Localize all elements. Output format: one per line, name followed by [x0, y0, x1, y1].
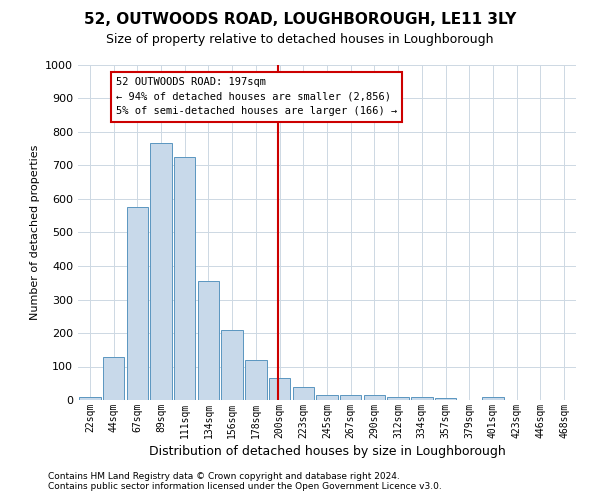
X-axis label: Distribution of detached houses by size in Loughborough: Distribution of detached houses by size … [149, 445, 505, 458]
Text: 52, OUTWOODS ROAD, LOUGHBOROUGH, LE11 3LY: 52, OUTWOODS ROAD, LOUGHBOROUGH, LE11 3L… [84, 12, 516, 28]
Text: 52 OUTWOODS ROAD: 197sqm
← 94% of detached houses are smaller (2,856)
5% of semi: 52 OUTWOODS ROAD: 197sqm ← 94% of detach… [116, 76, 397, 116]
Y-axis label: Number of detached properties: Number of detached properties [29, 145, 40, 320]
Bar [103, 358, 124, 400]
Bar [198, 281, 219, 400]
Bar [293, 388, 314, 400]
Bar [364, 395, 385, 400]
Bar [127, 206, 148, 400]
Bar [340, 395, 361, 400]
Bar [79, 396, 101, 400]
Bar [388, 398, 409, 400]
Bar [435, 398, 456, 400]
Bar [269, 378, 290, 400]
Bar [245, 360, 266, 400]
Bar [151, 142, 172, 400]
Bar [316, 395, 338, 400]
Bar [221, 330, 243, 400]
Text: Contains HM Land Registry data © Crown copyright and database right 2024.: Contains HM Land Registry data © Crown c… [48, 472, 400, 481]
Bar [482, 398, 503, 400]
Bar [174, 157, 196, 400]
Text: Contains public sector information licensed under the Open Government Licence v3: Contains public sector information licen… [48, 482, 442, 491]
Bar [411, 398, 433, 400]
Text: Size of property relative to detached houses in Loughborough: Size of property relative to detached ho… [106, 32, 494, 46]
